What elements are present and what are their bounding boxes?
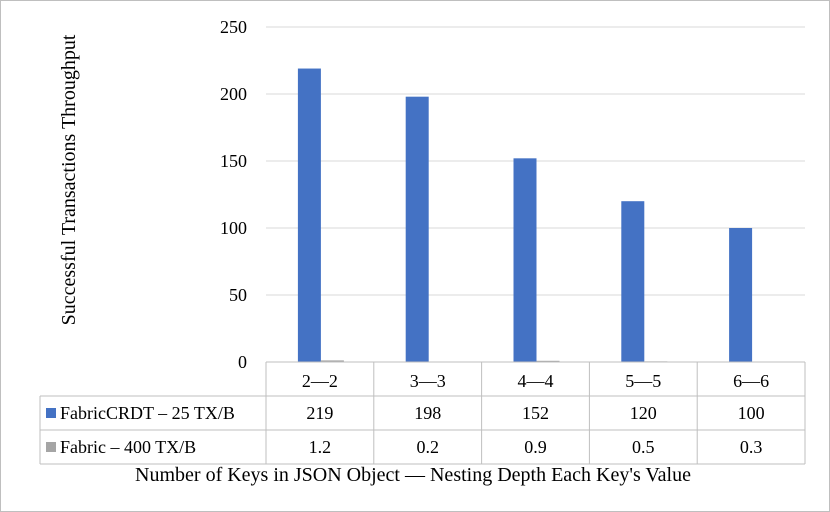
y-tick-label: 100: [220, 218, 247, 238]
bar-fabriccrdt: [405, 96, 429, 363]
data-label: 198: [414, 403, 441, 423]
y-tick-label: 250: [220, 17, 247, 37]
bars: [297, 68, 776, 363]
y-tick-label: 50: [229, 285, 247, 305]
category-label: 2—2: [302, 371, 338, 391]
data-label: 0.3: [740, 437, 763, 457]
category-label: 6—6: [733, 371, 769, 391]
bar-fabric: [320, 360, 344, 362]
legend-series-name: Fabric – 400 TX/B: [60, 437, 196, 457]
bar-fabriccrdt: [513, 158, 537, 362]
data-label: 1.2: [309, 437, 332, 457]
data-label: 0.9: [524, 437, 547, 457]
y-axis-title: Successful Transactions Throughput: [58, 34, 80, 325]
y-tick-label: 150: [220, 151, 247, 171]
data-label: 219: [306, 403, 333, 423]
category-label: 5—5: [625, 371, 661, 391]
legend-swatch: [46, 442, 56, 452]
y-tick-label: 200: [220, 84, 247, 104]
bar-fabric: [536, 360, 560, 362]
legend-swatch: [46, 408, 56, 418]
category-label: 4—4: [518, 371, 554, 391]
data-label: 0.5: [632, 437, 655, 457]
bar-fabriccrdt: [297, 68, 321, 362]
data-table: 2—2 3—3 4—4 5—5 6—6 FabricCRDT – 25 TX/B 219 19…: [39, 361, 806, 465]
bar-fabriccrdt: [621, 201, 645, 362]
legend-series-name: FabricCRDT – 25 TX/B: [60, 403, 235, 423]
data-label: 100: [738, 403, 765, 423]
y-tick-label: 0: [238, 352, 247, 372]
data-label: 120: [630, 403, 657, 423]
category-label: 3—3: [410, 371, 446, 391]
x-axis-title: Number of Keys in JSON Object — Nesting …: [135, 464, 691, 486]
y-axis-tick-labels: 0 50 100 150 200 250: [220, 17, 247, 372]
data-label: 0.2: [416, 437, 439, 457]
bar-fabriccrdt: [729, 228, 753, 362]
data-label: 152: [522, 403, 549, 423]
